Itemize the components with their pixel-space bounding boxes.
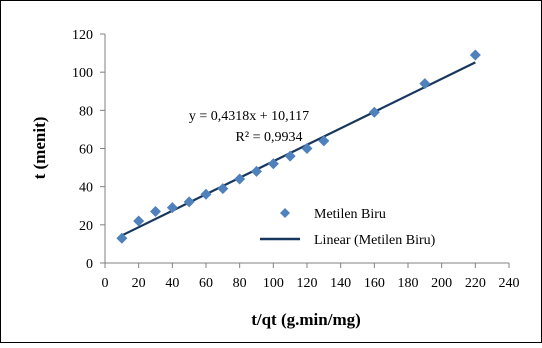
x-tick-label: 240 (499, 276, 520, 291)
data-point (217, 183, 229, 195)
data-point (251, 165, 262, 177)
y-tick-label: 40 (79, 181, 93, 196)
y-tick-label: 60 (79, 143, 93, 158)
data-point (318, 135, 330, 147)
legend: Metilen Biru Linear (Metilen Biru) (260, 207, 436, 248)
x-tick-label: 0 (102, 276, 109, 291)
data-point (116, 232, 128, 244)
x-tick-label: 160 (364, 276, 385, 291)
trendline (121, 61, 476, 237)
y-tick-label: 120 (72, 28, 93, 43)
data-point (284, 150, 296, 162)
data-point (469, 49, 481, 61)
x-tick-label: 80 (233, 276, 247, 291)
x-tick-label: 180 (398, 276, 419, 291)
data-point (301, 143, 313, 154)
data-points (116, 49, 481, 244)
y-tick-label: 0 (86, 257, 93, 272)
data-point (368, 106, 380, 118)
y-tick-label: 80 (79, 104, 93, 119)
x-tick-label: 60 (199, 276, 213, 291)
x-tick-label: 200 (431, 276, 452, 291)
legend-marker (280, 208, 290, 218)
y-tick-label: 20 (79, 219, 93, 234)
y-tick-label: 100 (72, 66, 93, 81)
data-point (183, 196, 195, 208)
data-point (150, 205, 161, 217)
data-point (267, 158, 279, 170)
data-point (234, 173, 246, 185)
data-point (133, 215, 145, 227)
data-point (419, 78, 431, 90)
legend-label-series: Metilen Biru (314, 207, 386, 222)
y-ticks: 0 20 40 60 80 100 120 (72, 28, 105, 272)
x-axis-title: t/qt (g.min/mg) (251, 310, 361, 329)
x-tick-label: 20 (132, 276, 146, 291)
data-point (166, 202, 178, 214)
x-tick-label: 140 (330, 276, 351, 291)
x-tick-label: 220 (465, 276, 486, 291)
r-squared-label: R² = 0,9934 (236, 130, 303, 145)
x-tick-label: 40 (165, 276, 179, 291)
y-axis-title: t (menit) (30, 117, 49, 180)
x-tick-label: 100 (263, 276, 284, 291)
legend-label-trendline: Linear (Metilen Biru) (314, 233, 436, 248)
equation-label: y = 0,4318x + 10,117 (189, 109, 309, 124)
data-point (200, 188, 212, 200)
x-tick-label: 120 (297, 276, 318, 291)
x-ticks: 0 20 40 60 80 100 120 140 160 180 200 220 240 (102, 263, 520, 291)
